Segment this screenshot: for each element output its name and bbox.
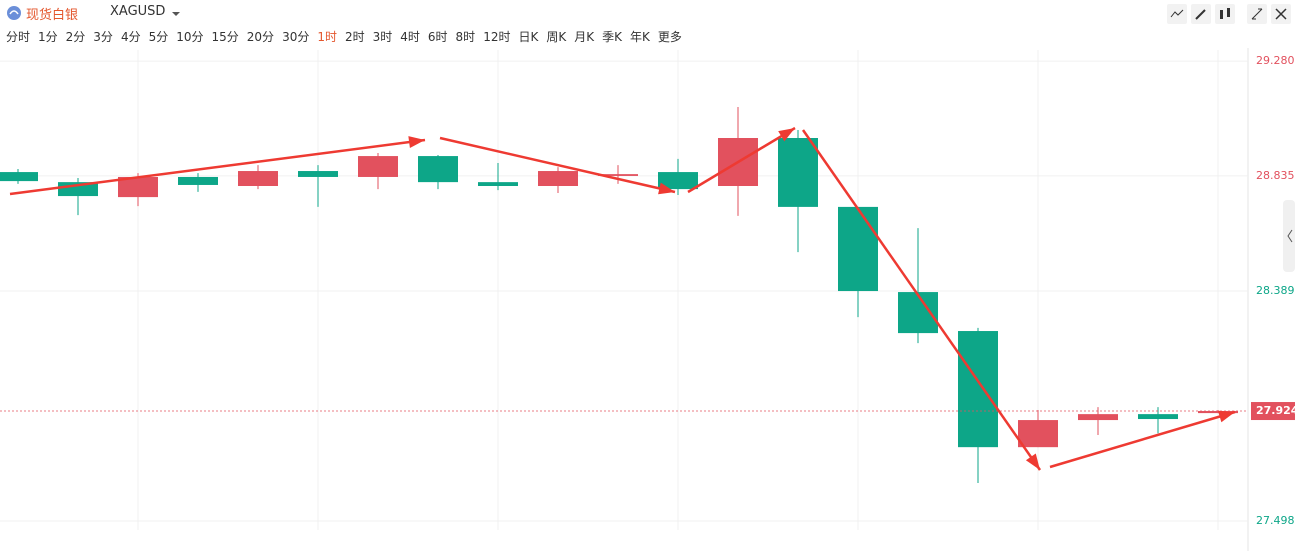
annotation-arrowhead	[658, 182, 675, 195]
timeframe-option[interactable]: 5分	[148, 30, 169, 44]
dropdown-icon[interactable]	[171, 9, 181, 19]
y-tick-label: 28.389	[1256, 284, 1295, 297]
timeframe-option[interactable]: 20分	[246, 30, 275, 44]
timeframe-option[interactable]: 4时	[400, 30, 420, 44]
timeframe-option[interactable]: 2分	[65, 30, 86, 44]
tool-icons	[1167, 4, 1291, 24]
timeframe-option[interactable]: 更多	[657, 30, 682, 44]
timeframe-option[interactable]: 8时	[455, 30, 476, 44]
candle-body	[238, 171, 278, 186]
timeframe-option[interactable]: 30分	[282, 30, 310, 44]
last-price-box	[1251, 402, 1295, 421]
timeframe-option[interactable]: 1时	[317, 30, 337, 44]
y-tick-label: 28.835	[1256, 169, 1295, 182]
candle-body	[778, 138, 818, 207]
timeframe-option[interactable]: 6时	[427, 30, 448, 44]
chart: 29.280 28.835 28.389 27.498 27.924	[0, 48, 1295, 551]
timeframe-option[interactable]: 月K	[574, 30, 595, 44]
annotation-arrowhead	[1025, 453, 1040, 470]
annotation-arrowhead	[1217, 410, 1235, 423]
timeframe-option[interactable]: 3时	[372, 30, 393, 44]
toolbar: 现货白银 XAGUSD	[0, 0, 1295, 26]
candle-body	[0, 172, 38, 182]
annotation-arrowhead	[778, 128, 795, 142]
candle-body	[1198, 411, 1238, 414]
candle-body	[178, 176, 218, 185]
symbol-code[interactable]: XAGUSD	[110, 4, 166, 19]
side-tab[interactable]	[1283, 200, 1295, 272]
tool-button[interactable]	[1215, 4, 1235, 24]
candle-body	[958, 331, 998, 448]
y-tick-label: 27.498	[1256, 514, 1295, 527]
timeframe-option[interactable]: 日K	[518, 30, 539, 44]
annotation-arrow	[9, 138, 426, 196]
timeframe-option[interactable]: 1分	[38, 30, 58, 44]
timeframe-option[interactable]: 15分	[211, 30, 239, 44]
candle-body	[1078, 414, 1118, 421]
timeframe-option[interactable]: 年K	[629, 30, 650, 44]
candle-body	[538, 171, 578, 186]
candle-body	[1138, 414, 1178, 420]
timeframe-option[interactable]: 4分	[120, 30, 141, 44]
candle-body	[658, 172, 698, 190]
symbol-name[interactable]: 现货白银	[26, 8, 79, 23]
candle-body	[838, 206, 878, 292]
annotation-arrow	[439, 136, 676, 194]
last-price-label: 27.924	[1256, 404, 1295, 417]
annotation-arrowhead	[408, 136, 425, 149]
side-tab-icon	[1287, 229, 1293, 243]
candle-body	[598, 174, 638, 176]
annotation-arrow	[801, 129, 1042, 471]
timeframe-option[interactable]: 3分	[93, 30, 113, 44]
annotation-arrow	[687, 126, 796, 194]
candle-body	[358, 156, 398, 177]
timeframe-option[interactable]: 周K	[546, 30, 567, 44]
annotation-arrow	[1049, 410, 1236, 469]
y-tick-label: 29.280	[1256, 54, 1295, 67]
candle-body	[1018, 420, 1058, 448]
candle-body	[898, 292, 938, 334]
timeframe-bar: 分时 1分 2分 3分 4分 5分 10分 15分 20分 30分 1时 2时 3时 4时 6时 8时 12时日…	[6, 28, 682, 45]
timeframe-option[interactable]: 10分	[176, 30, 204, 44]
symbol-icon	[7, 6, 21, 20]
candle-body	[478, 182, 518, 186]
candle-body	[418, 156, 458, 183]
timeframe-option[interactable]: 12时	[483, 30, 511, 44]
timeframe-option[interactable]: 2时	[344, 30, 365, 44]
candle-body	[118, 176, 158, 198]
candle-body	[298, 171, 338, 177]
timeframe-option[interactable]: 分时	[6, 30, 31, 44]
timeframe-option[interactable]: 季K	[602, 30, 622, 44]
